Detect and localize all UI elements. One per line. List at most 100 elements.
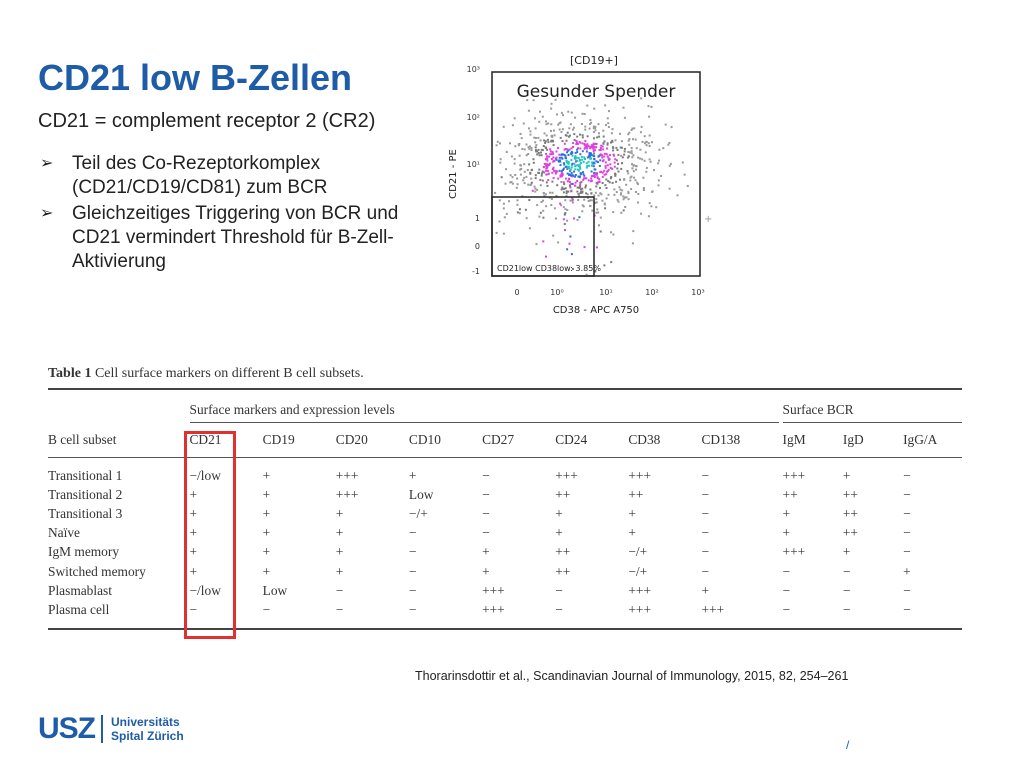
event-dot (550, 123, 553, 126)
table-cell: +++ (335, 467, 359, 483)
event-dot (610, 176, 613, 178)
event-dot (516, 183, 519, 186)
event-dot (555, 170, 558, 173)
event-dot (622, 209, 625, 212)
event-dot (532, 99, 535, 102)
event-dot (594, 168, 597, 171)
table-cell: −/low (189, 467, 221, 483)
event-dot (569, 186, 572, 189)
event-dot (527, 146, 530, 149)
event-dot (586, 147, 589, 150)
event-dot (631, 127, 634, 130)
table-cell: +++ (555, 467, 578, 483)
event-dot (583, 147, 586, 150)
event-dot (535, 150, 538, 153)
event-dot (566, 166, 569, 169)
event-dot (642, 189, 645, 191)
event-dot (513, 162, 516, 165)
event-dot (603, 140, 606, 143)
row-label: Transitional 3 (48, 505, 123, 521)
event-dot (543, 195, 546, 198)
event-dot (551, 168, 554, 170)
row-label: Transitional 2 (48, 486, 123, 502)
event-dot (563, 223, 566, 225)
event-dot (593, 107, 596, 110)
event-dot (591, 174, 594, 177)
event-dot (605, 173, 608, 176)
event-dot (617, 153, 620, 156)
event-dot (568, 148, 571, 151)
event-dot (583, 198, 586, 201)
column-header: IgG/A (903, 432, 938, 447)
event-dot (614, 139, 617, 142)
event-dot (668, 187, 671, 190)
event-dot (592, 161, 595, 164)
event-dot (557, 123, 560, 126)
event-dot (613, 161, 616, 164)
event-dot (525, 217, 528, 220)
table-cell: ++ (842, 525, 858, 541)
event-dot (594, 270, 597, 273)
event-dot (589, 180, 592, 183)
event-dot (648, 145, 651, 147)
event-dot (578, 163, 581, 166)
event-dot (601, 145, 604, 148)
event-dot (567, 162, 570, 164)
event-dot (632, 154, 635, 157)
event-dot (545, 167, 548, 170)
event-dot (586, 193, 589, 196)
event-dot (557, 159, 560, 162)
table-cell: + (262, 525, 271, 541)
event-dot (499, 142, 501, 145)
event-dot (566, 219, 569, 222)
event-dot (503, 216, 506, 219)
event-dot (570, 253, 573, 256)
table-cell: − (903, 525, 911, 541)
event-dot (550, 139, 553, 142)
event-dot (544, 163, 547, 165)
event-dot (502, 232, 505, 235)
y-tick: 0 (475, 242, 480, 251)
event-dot (683, 173, 686, 176)
event-dot (597, 194, 600, 197)
event-dot (602, 142, 605, 145)
event-dot (604, 165, 607, 168)
event-dot (550, 158, 553, 160)
event-dot (542, 192, 545, 194)
event-dot (607, 193, 610, 196)
table-cell: − (701, 467, 710, 483)
table-row: Plasmablast −/low Low − − +++ − +++ + − − − (48, 581, 962, 600)
event-dot (579, 133, 581, 136)
table-cell: − (555, 601, 563, 617)
table-cell: + (262, 544, 271, 560)
event-dot (546, 159, 549, 162)
event-dot (558, 122, 561, 125)
event-dot (566, 151, 568, 154)
cd21-highlight-box (184, 431, 236, 639)
table-cell: + (189, 563, 198, 579)
event-dot (509, 174, 512, 177)
table-cell: − (701, 544, 710, 560)
logo-name: Universitäts Spital Zürich (111, 715, 184, 743)
event-dot (614, 173, 617, 176)
arrow-right-icon: ➢ (40, 205, 54, 222)
event-dot (559, 202, 562, 205)
event-dot (589, 119, 592, 121)
event-dot (632, 138, 634, 141)
event-dot (561, 140, 564, 143)
event-dot (547, 141, 550, 144)
table-cell: +++ (628, 601, 651, 617)
table-cell: − (335, 601, 344, 617)
table-cell: ++ (555, 486, 571, 502)
event-dot (585, 177, 588, 180)
event-dot (541, 179, 544, 182)
event-dot (602, 160, 604, 163)
column-header: IgM (782, 432, 806, 447)
event-dot (567, 149, 570, 152)
event-dot (510, 155, 513, 158)
event-dot (641, 158, 644, 161)
event-dot (562, 167, 565, 170)
table-cell: ++ (555, 563, 571, 579)
event-dot (630, 147, 633, 150)
event-dot (579, 192, 582, 194)
